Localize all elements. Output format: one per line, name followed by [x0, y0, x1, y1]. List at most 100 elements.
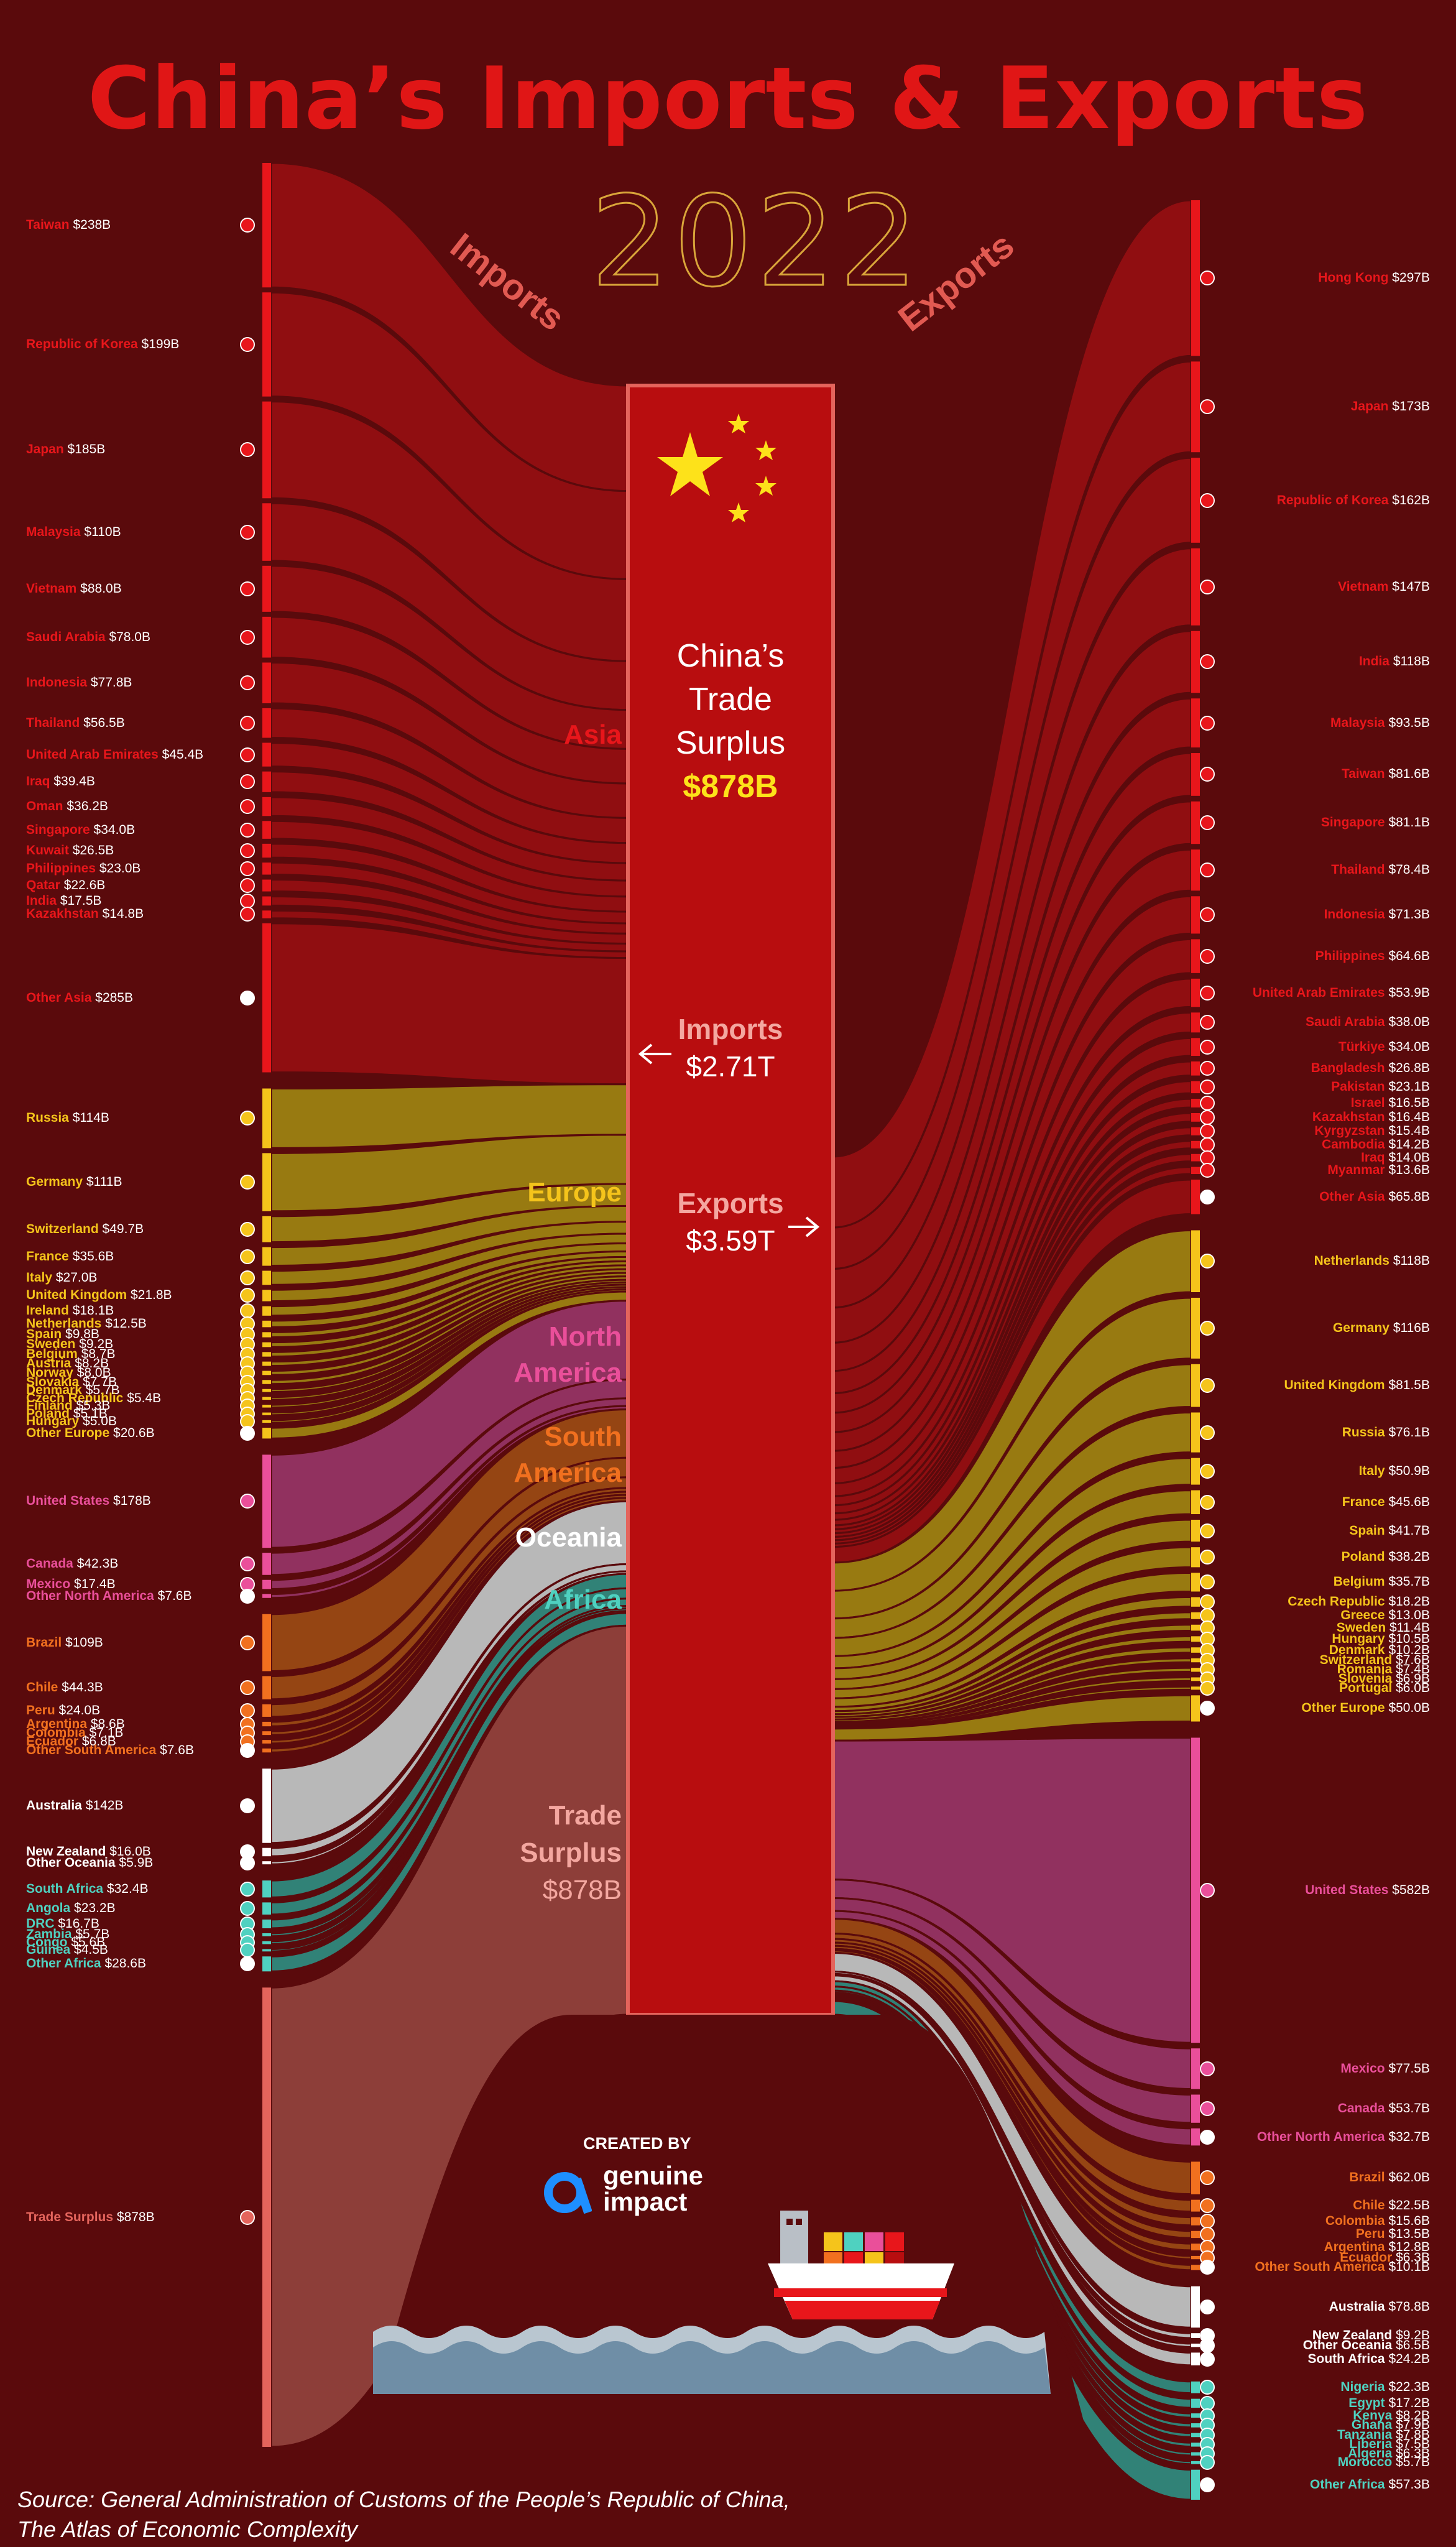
region-label-line: America — [514, 1458, 622, 1489]
import-country-value: $77.8B — [90, 675, 132, 690]
export-bar-australia — [1191, 2286, 1200, 2328]
export-bar-kyrgyzstan — [1191, 1127, 1200, 1135]
export-label-tanzania: Tanzania $7.8B — [1337, 2428, 1430, 2443]
export-country-name: Peru — [1355, 2227, 1385, 2242]
export-label-algeria: Algeria $6.3B — [1348, 2446, 1430, 2461]
export-label-mexico: Mexico $77.5B — [1340, 2061, 1430, 2076]
flag-icon — [1200, 1494, 1215, 1510]
import-country-name: Indonesia — [26, 675, 88, 690]
export-country-value: $14.0B — [1388, 1150, 1430, 1165]
region-label-africa: Africa — [448, 1582, 622, 1618]
import-bar-thailand — [262, 708, 271, 738]
export-country-name: Other Oceania — [1302, 2337, 1393, 2352]
export-label-other-asia: Other Asia $65.8B — [1319, 1190, 1430, 1204]
export-bar-other-europe — [1191, 1695, 1200, 1722]
flag-icon — [240, 747, 255, 762]
export-country-name: Portugal — [1339, 1680, 1393, 1695]
source-note: Source: General Administration of Custom… — [17, 2485, 790, 2545]
import-country-name: Malaysia — [26, 524, 81, 539]
export-bar-tanzania — [1191, 2433, 1200, 2438]
flag-icon — [1200, 1701, 1215, 1716]
genuine-impact-logo-icon — [544, 2172, 592, 2214]
import-country-name: DRC — [26, 1916, 55, 1931]
import-bar-other-oceania — [262, 1861, 271, 1865]
flag-icon — [1200, 1523, 1215, 1538]
import-bar-republic-of-korea — [262, 292, 271, 397]
import-bar-united-states — [262, 1454, 271, 1548]
export-country-name: Tanzania — [1337, 2427, 1393, 2442]
export-bar-italy — [1191, 1458, 1200, 1485]
import-label-thailand: Thailand $56.5B — [26, 716, 125, 731]
export-bar-cambodia — [1191, 1140, 1200, 1149]
export-bar-singapore — [1191, 801, 1200, 844]
import-label-united-states: United States $178B — [26, 1494, 151, 1509]
right-arrow-icon — [788, 1216, 820, 1237]
import-country-name: Australia — [26, 1798, 82, 1813]
export-bar-france — [1191, 1490, 1200, 1515]
flag-icon — [1200, 1039, 1215, 1055]
surplus-line-1: China’s — [676, 638, 785, 674]
flag-icon — [1200, 1320, 1215, 1336]
flag-icon — [240, 1175, 255, 1190]
export-country-value: $16.4B — [1388, 1109, 1430, 1124]
flag-icon — [240, 1743, 255, 1759]
import-label-chile: Chile $44.3B — [26, 1680, 103, 1695]
import-country-value: $56.5B — [83, 715, 125, 730]
flag-icon — [1200, 2101, 1215, 2117]
import-country-name: Germany — [26, 1175, 83, 1190]
export-flow-hungary — [832, 1635, 1192, 1721]
flag-icon — [240, 1270, 255, 1285]
import-country-value: $8.0B — [76, 1365, 111, 1380]
flag-icon — [240, 675, 255, 691]
export-bar-other-asia — [1191, 1180, 1200, 1214]
flag-icon — [240, 1425, 255, 1441]
export-flow-portugal — [832, 1685, 1192, 1730]
import-label-zambia: Zambia $5.7B — [26, 1927, 109, 1942]
export-country-name: Italy — [1358, 1464, 1385, 1479]
export-label-new-zealand: New Zealand $9.2B — [1312, 2328, 1430, 2343]
import-label-netherlands: Netherlands $12.5B — [26, 1316, 147, 1331]
import-bar-ireland — [262, 1306, 271, 1316]
import-bar-other-europe — [262, 1428, 271, 1439]
export-country-value: $7.9B — [1396, 2418, 1430, 2433]
export-bar-other-south-america — [1191, 2265, 1200, 2270]
import-country-value: $35.6B — [72, 1249, 114, 1264]
flag-icon — [240, 1221, 255, 1237]
export-country-name: Other Europe — [1301, 1701, 1385, 1716]
flag-icon — [1200, 862, 1215, 878]
export-country-value: $173B — [1392, 399, 1430, 414]
import-bar-vietnam — [262, 565, 271, 612]
flag-icon — [240, 1798, 255, 1813]
export-bar-germany — [1191, 1297, 1200, 1359]
import-country-name: India — [26, 893, 57, 908]
export-country-name: Myanmar — [1327, 1163, 1385, 1178]
export-country-value: $45.6B — [1388, 1494, 1430, 1509]
export-country-name: Egypt — [1348, 2395, 1385, 2410]
region-label-line: Asia — [564, 719, 622, 750]
export-country-value: $10.5B — [1388, 1631, 1430, 1646]
export-country-name: Ghana — [1351, 2418, 1393, 2433]
export-label-india: India $118B — [1359, 654, 1430, 669]
import-label-republic-of-korea: Republic of Korea $199B — [26, 337, 179, 352]
export-country-name: Kyrgyzstan — [1314, 1124, 1385, 1139]
export-label-morocco: Morocco $5.7B — [1338, 2455, 1430, 2470]
import-country-name: Belgium — [26, 1347, 78, 1361]
export-label-nigeria: Nigeria $22.3B — [1340, 2380, 1430, 2395]
export-country-value: $10.1B — [1388, 2260, 1430, 2275]
import-country-name: Japan — [26, 442, 64, 457]
export-bar-ecuador — [1191, 2255, 1200, 2260]
export-country-name: Slovenia — [1338, 1671, 1393, 1686]
export-country-value: $6.9B — [1396, 1671, 1430, 1686]
export-label-chile: Chile $22.5B — [1353, 2198, 1430, 2213]
import-country-value: $32.4B — [106, 1881, 149, 1896]
export-bar-sweden — [1191, 1624, 1200, 1631]
export-bar-greece — [1191, 1612, 1200, 1619]
import-country-value: $8.7B — [81, 1347, 116, 1361]
import-country-value: $9.8B — [65, 1327, 99, 1342]
import-country-value: $22.6B — [63, 878, 106, 893]
import-label-united-kingdom: United Kingdom $21.8B — [26, 1288, 172, 1303]
export-label-saudi-arabia: Saudi Arabia $38.0B — [1306, 1015, 1430, 1030]
export-country-name: Ecuador — [1340, 2250, 1393, 2265]
export-label-united-kingdom: United Kingdom $81.5B — [1284, 1378, 1430, 1393]
